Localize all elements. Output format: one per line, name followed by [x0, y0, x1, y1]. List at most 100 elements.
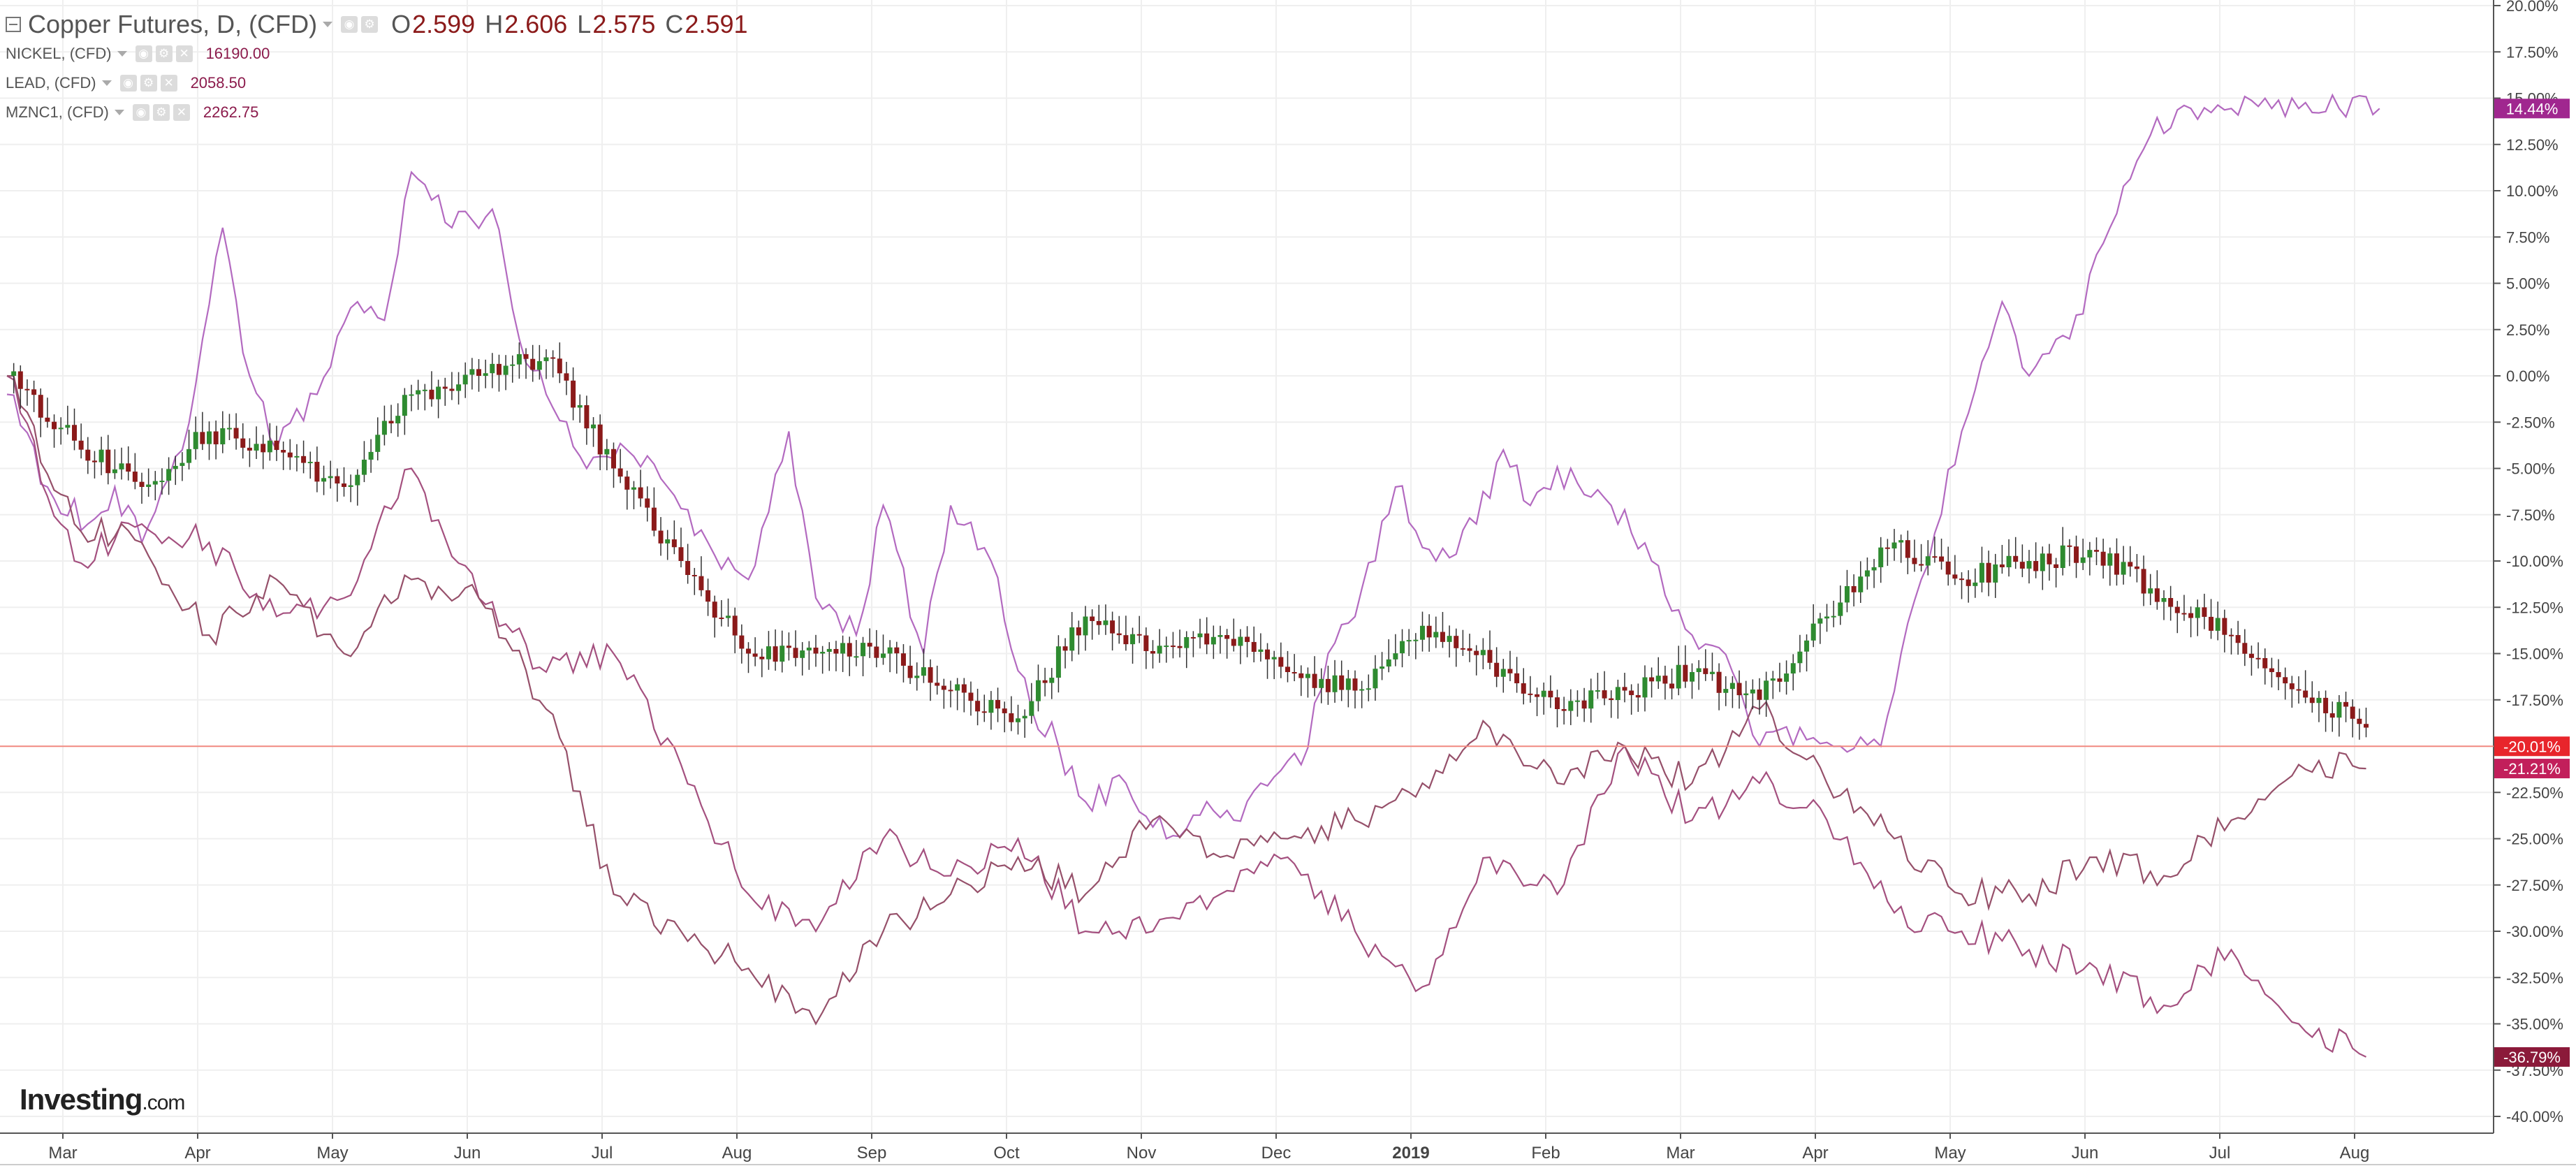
candle-body [226, 428, 232, 430]
candle-body [2248, 653, 2254, 658]
candle-body [2100, 551, 2106, 566]
candle-body [2060, 545, 2065, 569]
candle-body [1602, 690, 1607, 699]
candle-body [342, 483, 346, 487]
candle-body [935, 683, 940, 686]
x-tick-label: Feb [1531, 1144, 1560, 1163]
candle-body [2262, 658, 2268, 669]
value-badge [2494, 99, 2570, 119]
y-tick-label: -35.00% [2506, 1016, 2563, 1033]
candle-body [1966, 579, 1971, 586]
chevron-down-icon[interactable] [117, 51, 127, 57]
candle-body [449, 388, 455, 391]
candle-body [1467, 648, 1472, 651]
overlay-series [6, 93, 2380, 1058]
candle-body [98, 449, 104, 462]
candle-body [1413, 639, 1419, 641]
candle-body [1561, 709, 1567, 711]
candle-body [1891, 542, 1897, 549]
lead-symbol-label: LEAD, (CFD) [6, 74, 96, 92]
value-badge [2494, 1047, 2570, 1067]
candle-body [651, 507, 657, 531]
eye-icon[interactable]: ◉ [341, 16, 358, 33]
close-icon[interactable]: ✕ [175, 45, 193, 62]
candle-body [1096, 620, 1102, 625]
candle-body [941, 685, 946, 690]
candle-body [1764, 680, 1769, 700]
x-tick-label: Sep [857, 1144, 887, 1163]
low-label: L [577, 10, 592, 38]
candle-body [921, 667, 926, 676]
candle-body [1231, 639, 1236, 646]
gear-icon[interactable]: ⚙ [361, 16, 379, 33]
zinc-value: 2262.75 [203, 103, 259, 121]
legend-row-lead: LEAD, (CFD) ◉ ⚙ ✕ 2058.50 [6, 68, 748, 98]
candle-body [726, 615, 731, 618]
candle-body [72, 425, 77, 441]
candle-body [1474, 650, 1479, 655]
gear-icon[interactable]: ⚙ [155, 45, 173, 62]
candle-body [2195, 607, 2200, 618]
chevron-down-icon[interactable] [114, 110, 124, 115]
candle-body [1635, 694, 1641, 698]
candle-body [1729, 683, 1735, 690]
candle-body [1042, 680, 1048, 683]
candle-body [854, 656, 859, 658]
x-tick-label: Jul [592, 1144, 613, 1163]
candle-body [348, 485, 353, 487]
candle-body [1669, 683, 1675, 689]
candle-body [948, 690, 953, 692]
candle-body [483, 373, 488, 376]
candle-body [1366, 688, 1371, 690]
candle-body [1838, 602, 1843, 616]
eye-icon[interactable]: ◉ [132, 104, 149, 121]
close-icon[interactable]: ✕ [173, 104, 190, 121]
candle-body [267, 440, 272, 453]
candle-body [1359, 689, 1365, 691]
candle-body [1319, 678, 1324, 688]
value-badge-label: -21.21% [2503, 760, 2561, 778]
candle-body [1386, 659, 1391, 667]
y-tick-label: -32.50% [2506, 969, 2563, 986]
chevron-down-icon[interactable] [101, 80, 112, 86]
eye-icon[interactable]: ◉ [119, 75, 137, 92]
candle-body [550, 357, 556, 359]
gear-icon[interactable]: ⚙ [140, 75, 157, 92]
candle-body [1352, 678, 1358, 691]
candle-body [1959, 578, 1964, 581]
candle-body [914, 676, 920, 678]
candle-body [307, 462, 313, 464]
close-icon[interactable]: ✕ [160, 75, 177, 92]
candle-body [631, 487, 636, 490]
y-tick-label: -17.50% [2506, 692, 2563, 709]
candle-body [691, 574, 697, 576]
chevron-down-icon[interactable] [323, 22, 333, 27]
candle-body [1574, 700, 1580, 702]
x-tick-label: Mar [1666, 1144, 1695, 1163]
collapse-icon[interactable] [6, 17, 21, 32]
candle-body [557, 358, 562, 374]
candle-body [597, 424, 603, 455]
candle-body [207, 431, 212, 444]
candle-body [1494, 662, 1500, 677]
candle-body [806, 647, 812, 651]
candle-body [1642, 677, 1648, 698]
candle-body [685, 561, 691, 575]
eye-icon[interactable]: ◉ [135, 45, 152, 62]
gear-icon[interactable]: ⚙ [152, 104, 170, 121]
candle-body [1123, 635, 1129, 645]
candle-body [2006, 555, 2012, 567]
candle-body [2174, 606, 2180, 613]
grid-lines [0, 0, 2494, 1133]
candle-body [335, 476, 340, 484]
candle-body [2074, 546, 2079, 563]
candle-body [510, 364, 515, 366]
candle-body [887, 647, 893, 654]
value-badge [2494, 759, 2570, 779]
candle-body [1298, 673, 1304, 678]
candle-body [881, 653, 886, 658]
candle-body [132, 472, 138, 482]
candle-body [1090, 616, 1095, 621]
candle-body [1285, 666, 1290, 672]
